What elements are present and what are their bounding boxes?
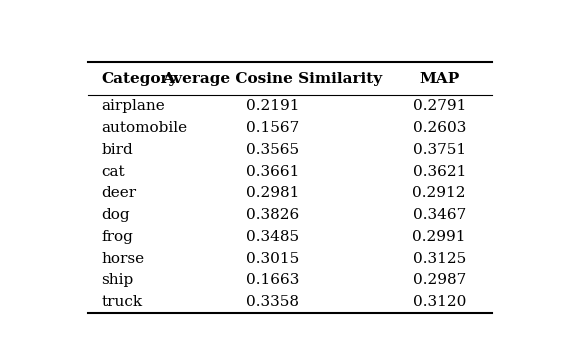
Text: 0.2191: 0.2191 <box>246 99 299 113</box>
Text: 0.3621: 0.3621 <box>413 165 466 179</box>
Text: 0.3358: 0.3358 <box>246 295 299 309</box>
Text: 0.2981: 0.2981 <box>246 186 299 200</box>
Text: 0.3751: 0.3751 <box>413 143 466 157</box>
Text: 0.1567: 0.1567 <box>246 121 299 135</box>
Text: 0.2987: 0.2987 <box>413 274 466 287</box>
Text: bird: bird <box>101 143 133 157</box>
Text: 0.2603: 0.2603 <box>413 121 466 135</box>
Text: 0.3485: 0.3485 <box>246 230 299 244</box>
Text: 0.3015: 0.3015 <box>246 252 299 266</box>
Text: Average Cosine Similarity: Average Cosine Similarity <box>162 72 383 86</box>
Text: ship: ship <box>101 274 134 287</box>
Text: frog: frog <box>101 230 134 244</box>
Text: horse: horse <box>101 252 144 266</box>
Text: 0.3467: 0.3467 <box>413 208 466 222</box>
Text: 0.3661: 0.3661 <box>246 165 299 179</box>
Text: MAP: MAP <box>419 72 460 86</box>
Text: 0.2912: 0.2912 <box>413 186 466 200</box>
Text: airplane: airplane <box>101 99 165 113</box>
Text: 0.3826: 0.3826 <box>246 208 299 222</box>
Text: 0.3565: 0.3565 <box>246 143 299 157</box>
Text: truck: truck <box>101 295 143 309</box>
Text: 0.3120: 0.3120 <box>413 295 466 309</box>
Text: 0.1663: 0.1663 <box>246 274 299 287</box>
Text: 0.2991: 0.2991 <box>413 230 466 244</box>
Text: 0.3125: 0.3125 <box>413 252 466 266</box>
Text: dog: dog <box>101 208 130 222</box>
Text: Category: Category <box>101 72 178 86</box>
Text: cat: cat <box>101 165 125 179</box>
Text: automobile: automobile <box>101 121 187 135</box>
Text: 0.2791: 0.2791 <box>413 99 466 113</box>
Text: deer: deer <box>101 186 136 200</box>
